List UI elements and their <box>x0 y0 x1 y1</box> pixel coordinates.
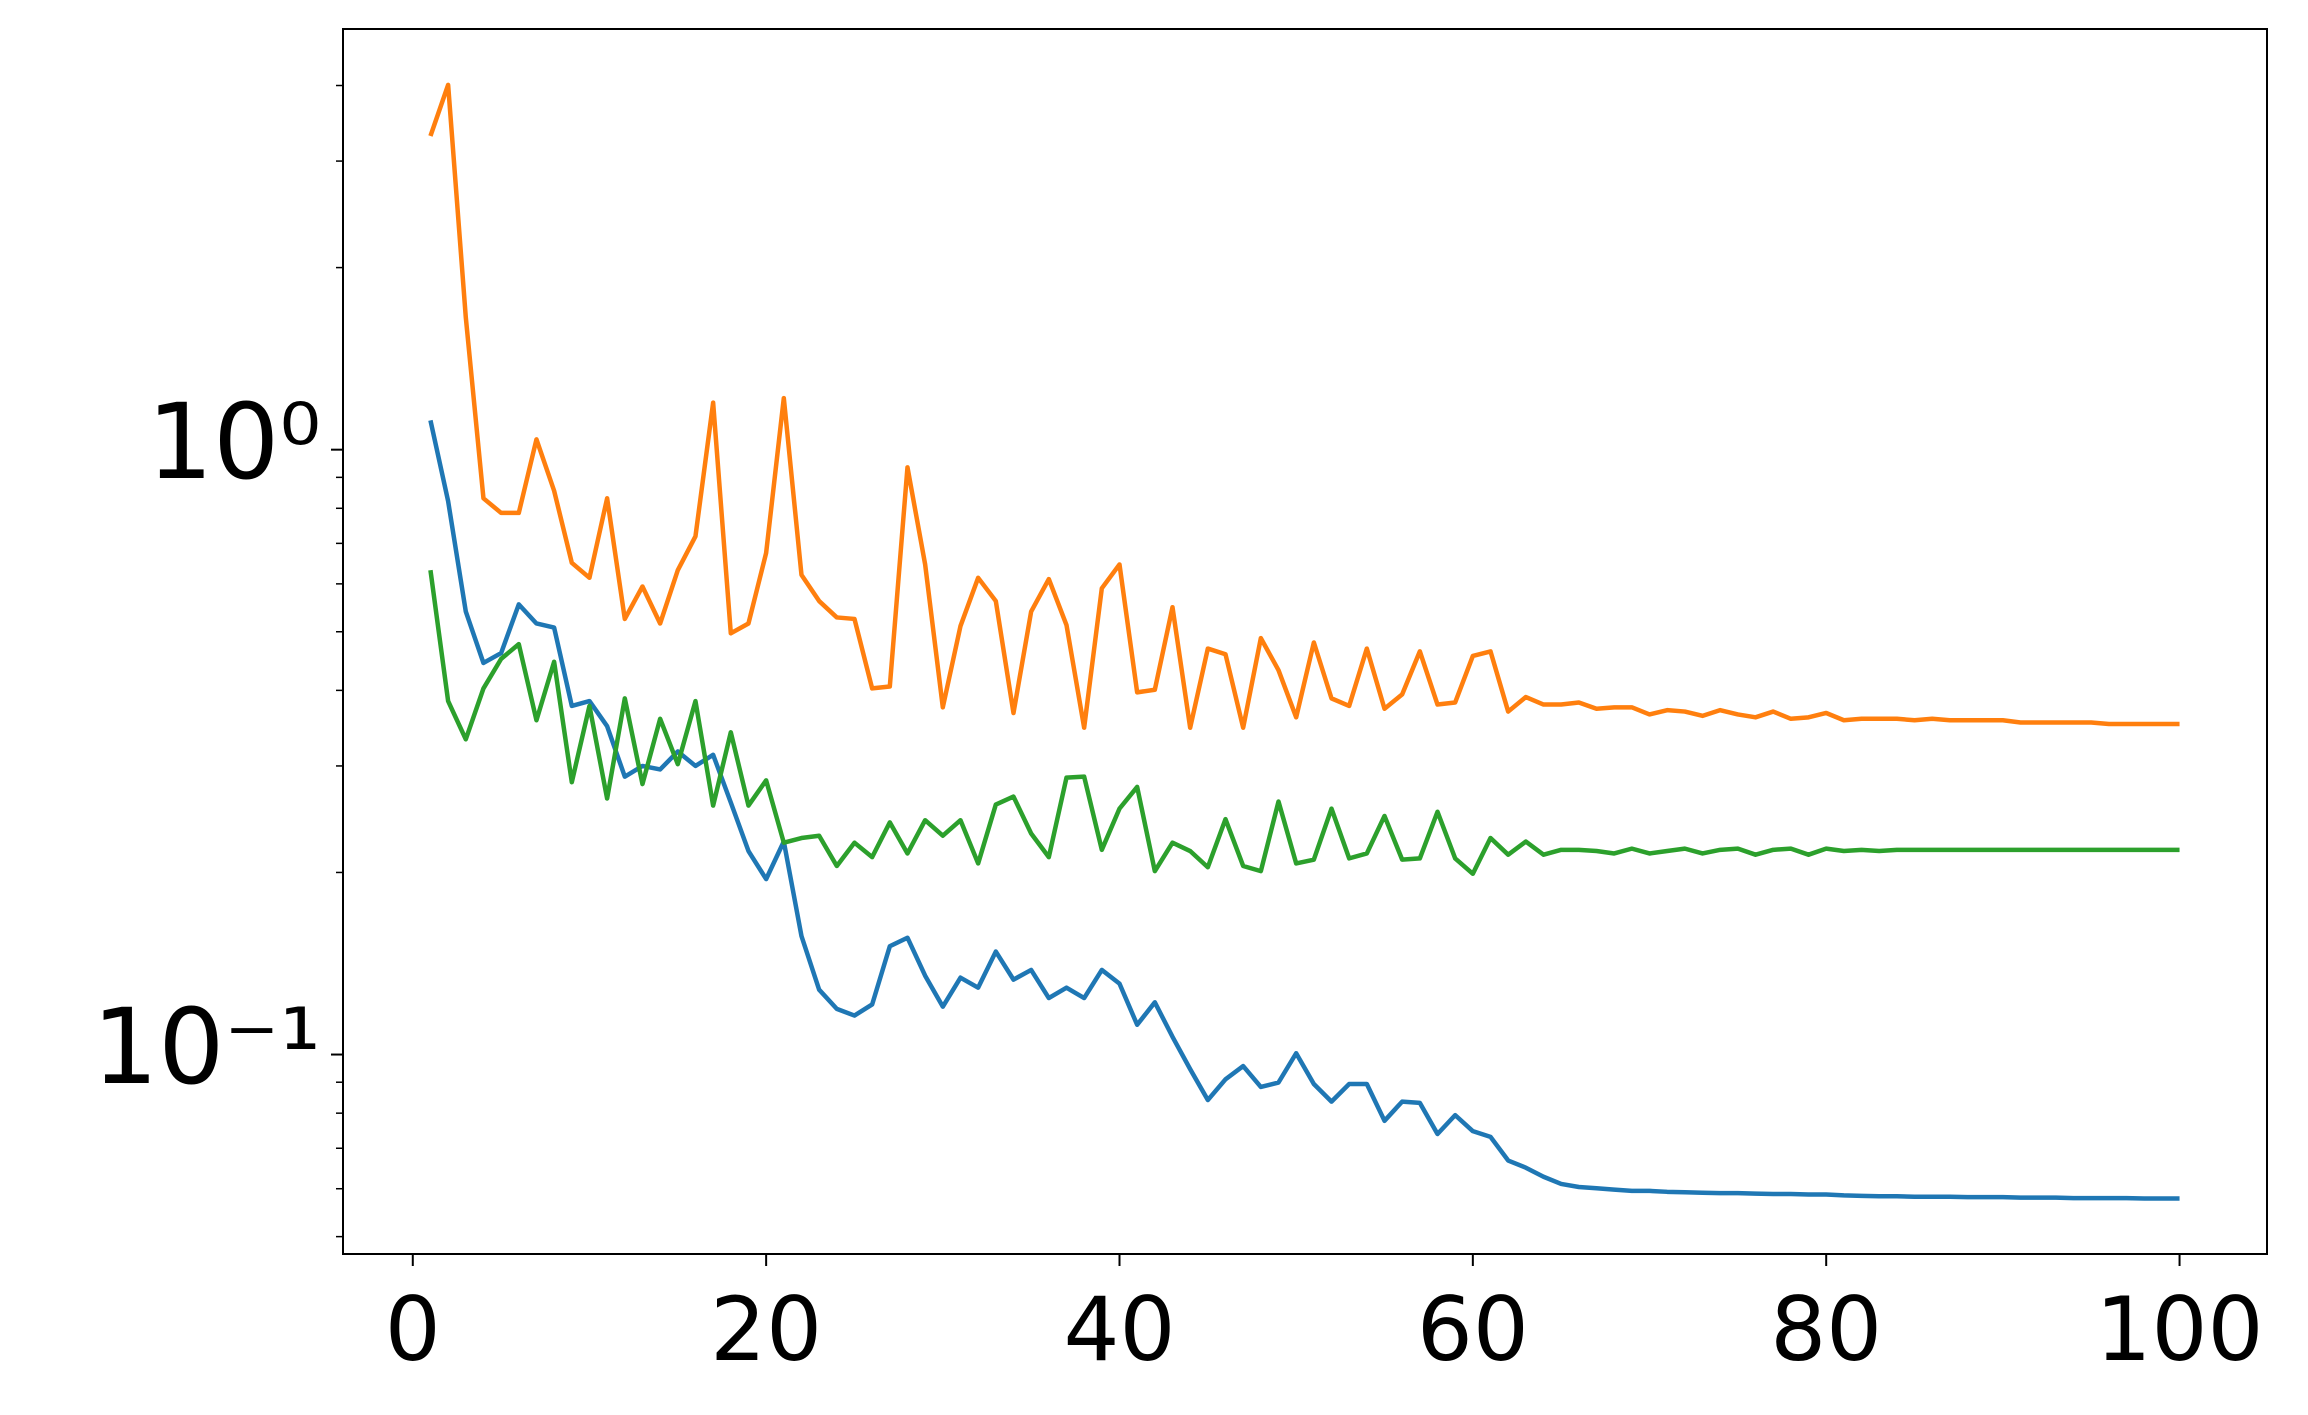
series-line <box>428 82 2180 730</box>
plot-frame <box>342 28 2268 1255</box>
x-tick-label: 20 <box>710 1278 822 1381</box>
x-tick-label: 80 <box>1770 1278 1882 1381</box>
series-line <box>428 569 2180 877</box>
y-tick-label: 10⁰ <box>147 381 321 503</box>
series-line <box>428 419 2180 1201</box>
y-tick-label: 10⁻¹ <box>92 986 321 1108</box>
x-tick-label: 100 <box>2096 1278 2264 1381</box>
x-tick-label: 60 <box>1417 1278 1529 1381</box>
x-tick-label: 40 <box>1063 1278 1175 1381</box>
x-tick-label: 0 <box>385 1278 441 1381</box>
